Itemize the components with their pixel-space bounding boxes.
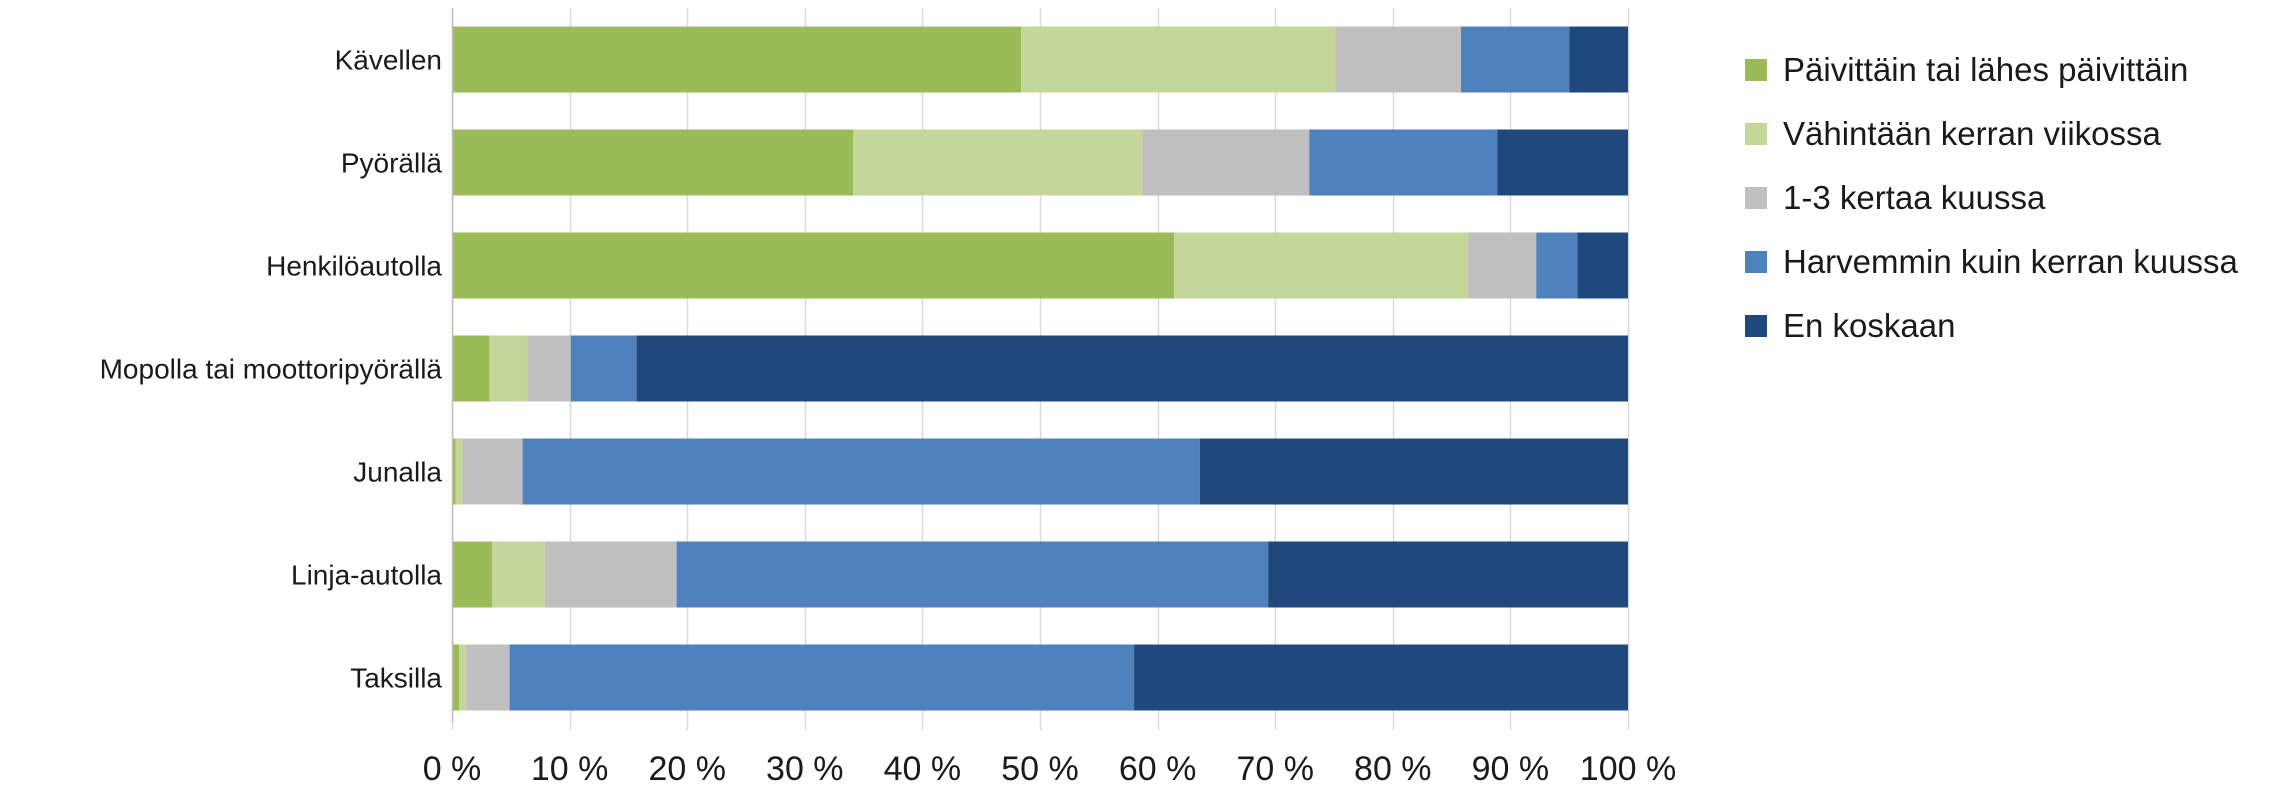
legend: Päivittäin tai lähes päivittäin Vähintään… (1745, 51, 2238, 344)
bar-segment (1468, 232, 1537, 299)
bar-segment (1142, 129, 1310, 196)
bar-segment (489, 335, 528, 402)
bar-segment (452, 541, 492, 608)
legend-label: Harvemmin kuin kerran kuussa (1783, 243, 2238, 280)
category-label: Henkilöautolla (266, 251, 442, 282)
bar-segment (455, 438, 463, 505)
x-tick-label: 30 % (766, 750, 844, 788)
bar-segment (676, 541, 1269, 608)
legend-label: 1-3 kertaa kuussa (1783, 179, 2046, 216)
category-label: Junalla (353, 457, 442, 488)
bar-segment (452, 335, 490, 402)
legend-label: En koskaan (1783, 307, 1955, 344)
bar-segment (452, 232, 1175, 299)
category-label: Mopolla tai moottoripyörällä (100, 354, 443, 385)
bar-segment (636, 335, 1628, 402)
x-tick-label: 90 % (1472, 750, 1550, 788)
axes: 0 % 10 % 20 % 30 % 40 % 50 % 60 % 70 % 80 % 90 % 1… (100, 8, 1676, 788)
bars (452, 26, 1628, 711)
bar-segment (1536, 232, 1578, 299)
legend-label: Vähintään kerran viikossa (1783, 115, 2162, 152)
x-tick-label: 20 % (648, 750, 726, 788)
bar-segment (452, 26, 1022, 93)
bar-segment (1461, 26, 1570, 93)
bar-segment (1497, 129, 1628, 196)
legend-label: Päivittäin tai lähes päivittäin (1783, 51, 2188, 88)
bar-segment (1174, 232, 1469, 299)
bar-segment (527, 335, 571, 402)
bar-segment (509, 644, 1135, 711)
x-tick-label: 0 % (423, 750, 482, 788)
bar-segment (1021, 26, 1336, 93)
bar-segment (544, 541, 677, 608)
x-tick-label: 100 % (1580, 750, 1676, 788)
x-tick-label: 70 % (1236, 750, 1314, 788)
x-tick-label: 10 % (531, 750, 609, 788)
legend-swatch (1745, 251, 1767, 273)
legend-swatch (1745, 315, 1767, 337)
category-label: Taksilla (350, 663, 442, 694)
category-label: Linja-autolla (291, 560, 442, 591)
bar-segment (1569, 26, 1628, 93)
bar-segment (459, 644, 467, 711)
x-tick-label: 40 % (884, 750, 962, 788)
bar-segment (853, 129, 1143, 196)
x-tick-label: 50 % (1001, 750, 1079, 788)
bar-segment (491, 541, 545, 608)
bar-segment (452, 438, 456, 505)
x-tick-label: 60 % (1119, 750, 1197, 788)
category-label: Kävellen (335, 45, 442, 76)
bar-segment (1335, 26, 1462, 93)
bar-segment (452, 644, 460, 711)
category-label: Pyörällä (341, 148, 443, 179)
bar-segment (1577, 232, 1628, 299)
bar-segment (1134, 644, 1628, 711)
bar-segment (1199, 438, 1628, 505)
bar-segment (462, 438, 523, 505)
bar-segment (1268, 541, 1628, 608)
bar-segment (570, 335, 637, 402)
bar-segment (452, 129, 854, 196)
bar-segment (466, 644, 510, 711)
x-tick-label: 80 % (1354, 750, 1432, 788)
legend-swatch (1745, 187, 1767, 209)
legend-swatch (1745, 59, 1767, 81)
bar-segment (522, 438, 1200, 505)
legend-swatch (1745, 123, 1767, 145)
bar-segment (1309, 129, 1498, 196)
